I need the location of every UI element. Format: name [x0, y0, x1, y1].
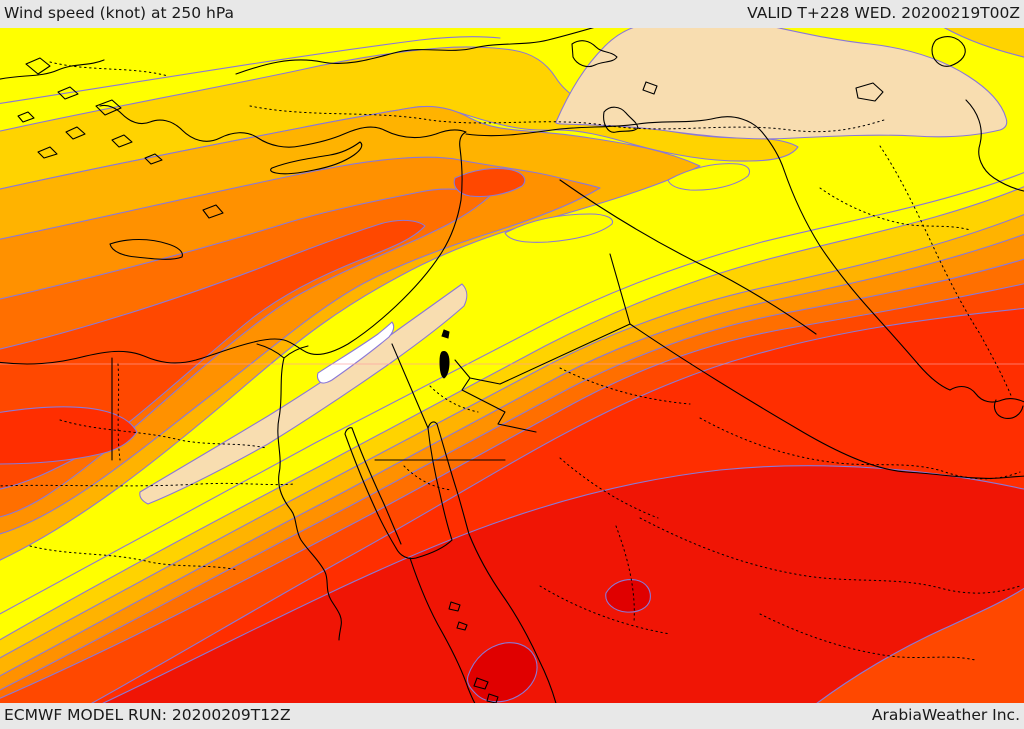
- border-turkey-syria-iraq: [465, 116, 785, 171]
- admin-saudi-1: [699, 417, 1021, 480]
- crete-island: [109, 238, 183, 260]
- wind-band-dark-red-blob-2: [466, 642, 538, 703]
- nile-river: [277, 357, 342, 641]
- lakes-sw-turkey: [603, 81, 658, 133]
- wind-band-ne-cream-streak: [555, 28, 1008, 140]
- contour-line-inner-yellow-south: [0, 171, 1024, 615]
- admin-egypt-2: [0, 482, 295, 487]
- wind-band-red-wedge: [0, 406, 138, 465]
- wind-band-yellow-sliver-1: [504, 213, 614, 243]
- wind-band-jet-white-core: [316, 321, 395, 384]
- red-sea-islands: [448, 601, 499, 703]
- admin-greece: [49, 61, 169, 77]
- admin-saudi-3: [759, 613, 976, 661]
- caspian-sea-shore: [965, 99, 1024, 192]
- wind-bands: [0, 28, 1024, 703]
- lake-tuz: [571, 40, 618, 68]
- coastline-africa-levant-anatolia: [0, 104, 467, 365]
- border-egypt-israel: [391, 343, 429, 429]
- coastline-black-sea: [235, 28, 595, 75]
- valid-time-label: VALID T+228 WED. 20200219T00Z: [747, 4, 1020, 23]
- header-bar: Wind speed (knot) at 250 hPa VALID T+228…: [0, 0, 1024, 28]
- map-container: [0, 28, 1024, 703]
- model-run-label: ECMWF MODEL RUN: 20200209T12Z: [4, 706, 291, 725]
- border-iraq-saudi: [629, 323, 1024, 479]
- wind-band-gold-corner: [943, 28, 1024, 58]
- wind-band-orange-trough: [0, 156, 601, 535]
- gulf-of-suez: [344, 427, 402, 549]
- footer-bar: ECMWF MODEL RUN: 20200209T12Z ArabiaWeat…: [0, 703, 1024, 729]
- lake-urmia: [931, 36, 966, 67]
- wind-band-yellow-sliver-2: [667, 163, 751, 191]
- admin-syria: [559, 367, 691, 405]
- sinai-tip: [395, 539, 453, 560]
- border-jordan: [454, 323, 631, 433]
- lake-van: [855, 82, 884, 102]
- border-iraq-iran: [783, 169, 951, 391]
- admin-saudi-2: [639, 517, 1021, 594]
- border-syria-iraq: [609, 253, 631, 325]
- admin-egypt-3: [59, 419, 267, 449]
- admin-turkey: [249, 105, 885, 133]
- contour-line-inner-yellow-north: [0, 36, 501, 104]
- credit-label: ArabiaWeather Inc.: [871, 706, 1020, 725]
- page-title: Wind speed (knot) at 250 hPa: [4, 4, 235, 23]
- cyprus-island: [270, 141, 363, 175]
- contour-lines: [0, 36, 1024, 615]
- admin-boundaries-dotted: [0, 61, 1021, 661]
- red-sea-coast-saudi: [468, 533, 557, 703]
- gulf-of-aqaba: [427, 421, 470, 541]
- admin-iran-2: [819, 187, 971, 231]
- euphrates-river: [559, 179, 817, 335]
- persian-gulf-head: [949, 385, 1024, 419]
- aegean-islands: [17, 57, 224, 219]
- sea-of-galilee: [441, 329, 450, 339]
- admin-libya: [29, 545, 239, 571]
- red-sea-coast-egypt: [409, 557, 476, 703]
- admin-saudi-4: [539, 457, 671, 635]
- dead-sea: [439, 351, 450, 379]
- country-borders: [111, 116, 1024, 479]
- coastlines: [0, 28, 1024, 703]
- nile-delta: [256, 343, 309, 359]
- admin-egypt-1: [117, 363, 121, 461]
- admin-iran-1: [879, 145, 1013, 399]
- wind-band-dark-red-blob-1: [605, 579, 651, 613]
- coastline-thrace: [0, 59, 105, 80]
- admin-sinai: [403, 385, 479, 491]
- wind-band-orange-red-corner-wedge: [816, 587, 1024, 703]
- weather-map: [0, 28, 1024, 703]
